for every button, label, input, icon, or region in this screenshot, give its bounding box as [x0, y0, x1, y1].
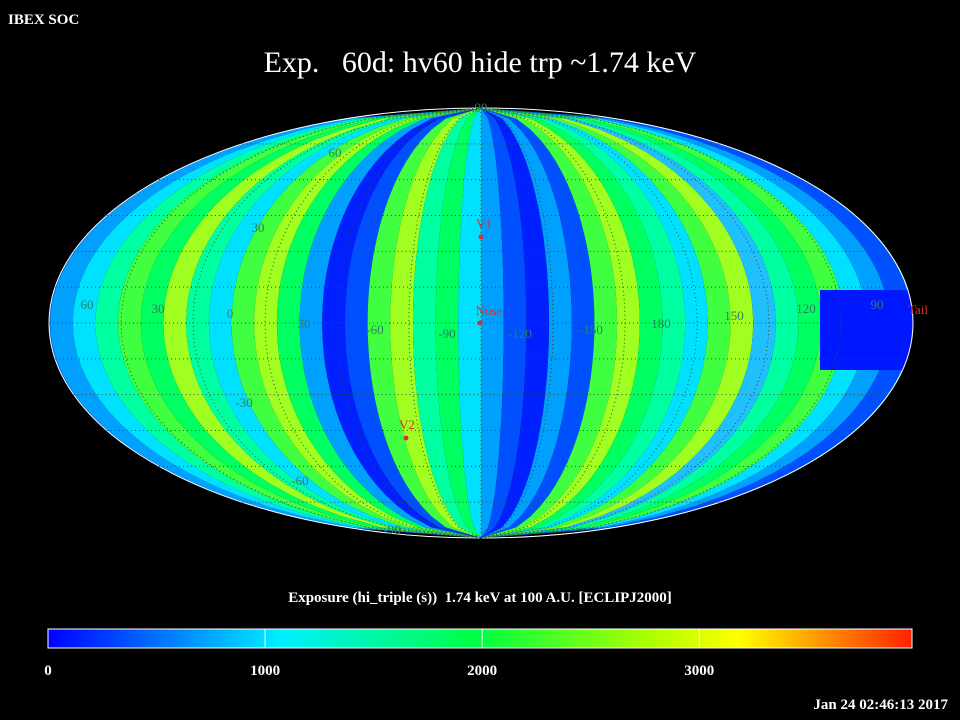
marker-dot [403, 435, 409, 441]
footer: Jan 24 02:46:13 2017 [813, 697, 948, 713]
lon-label: 60 [81, 297, 94, 312]
colorbar-tick-label: 1000 [250, 663, 280, 679]
lat-label: 30 [252, 220, 265, 235]
lat-label: 90 [475, 100, 488, 115]
colorbar-ticks: 0 1000 2000 3000 [44, 629, 714, 679]
lat-label: 60 [329, 145, 342, 160]
lat-label: -60 [291, 473, 308, 488]
stripe [367, 108, 481, 538]
marker-label: V2 [399, 417, 415, 432]
lon-label: 120 [796, 301, 816, 316]
meridian [480, 107, 770, 539]
marker-dot [477, 320, 483, 326]
colorbar-tick-label: 2000 [467, 663, 497, 679]
header: IBEX SOC [8, 12, 79, 28]
lat-label: -30 [235, 395, 252, 410]
title: Exp. 60d: hv60 hide trp ~1.74 keV [264, 46, 697, 79]
stripe [322, 108, 481, 538]
lon-label: -150 [579, 322, 603, 337]
stripe [413, 108, 481, 538]
tail-patch [820, 290, 913, 370]
colorbar-tick-label: 3000 [684, 663, 714, 679]
lon-label: -120 [508, 326, 532, 341]
lon-label: 30 [152, 301, 165, 316]
marker-label: Nose [476, 303, 503, 318]
lon-label: 150 [724, 308, 744, 323]
stripe [481, 108, 595, 538]
stripe [481, 108, 640, 538]
colorbar [47, 628, 913, 649]
marker-dot [478, 234, 484, 240]
lon-label: 180 [651, 316, 671, 331]
lon-label: -90 [438, 326, 455, 341]
stripe [481, 108, 504, 538]
marker-label: Tail [908, 302, 928, 317]
colorbar-label: Exposure (hi_triple (s)) 1.74 keV at 100… [288, 590, 672, 606]
colorbar-tick-label: 0 [44, 663, 52, 679]
stripe [390, 108, 481, 538]
meridian [480, 107, 626, 539]
stripe [481, 108, 572, 538]
meridian [336, 107, 482, 539]
lon-label: 90 [871, 297, 884, 312]
meridian [192, 107, 482, 539]
lat-label: -90 [383, 522, 400, 537]
lon-label: 0 [227, 306, 234, 321]
marker-label: V1 [476, 216, 492, 231]
lon-label: 30 [298, 316, 311, 331]
stripe [481, 108, 549, 538]
lon-label: -60 [366, 322, 383, 337]
